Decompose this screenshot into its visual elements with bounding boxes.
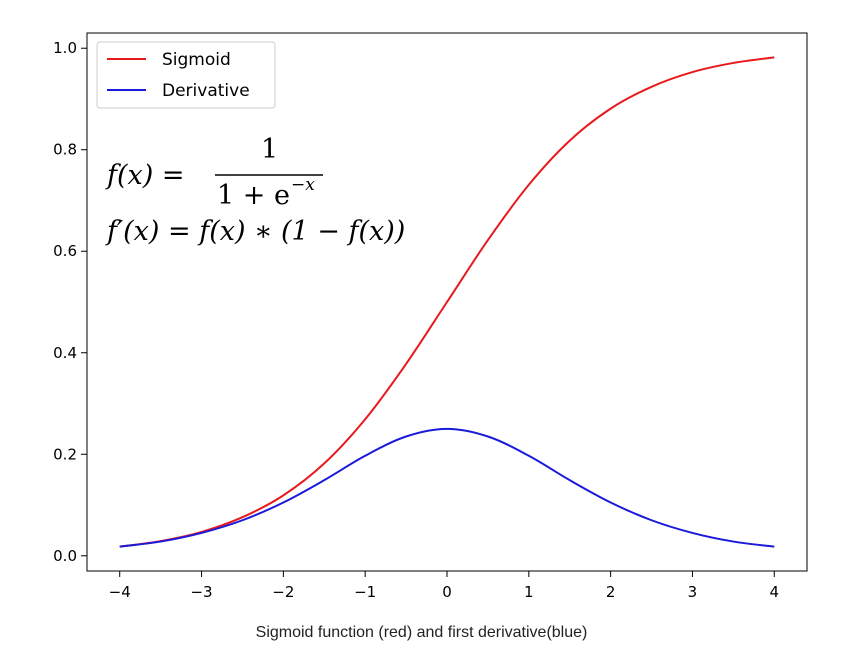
series-line-sigmoid	[119, 56, 775, 548]
series-lines	[119, 56, 775, 548]
x-tick-label: 1	[524, 583, 534, 601]
formula1-exponent: −x	[291, 175, 315, 195]
x-tick-label: 2	[606, 583, 616, 601]
chart: 0.0 0.2 0.4 0.6 0.8 1.0 −4 −3 −2 −1 0 1 2 3 4 f(x) = …	[53, 32, 808, 601]
formula1-denominator: 1 + e	[217, 180, 290, 211]
y-tick-label: 0.6	[53, 242, 77, 260]
y-axis: 0.0 0.2 0.4 0.6 0.8 1.0	[53, 39, 87, 565]
formula-block: f(x) = 1 1 + e −x f′(x) = f(x) ∗ (1 − f(…	[105, 134, 405, 247]
x-axis: −4 −3 −2 −1 0 1 2 3 4	[109, 571, 779, 601]
formula2: f′(x) = f(x) ∗ (1 − f(x))	[105, 216, 405, 247]
legend: Sigmoid Derivative	[96, 41, 276, 109]
x-tick-label: −2	[272, 583, 294, 601]
legend-derivative-label: Derivative	[162, 81, 250, 101]
y-tick-label: 0.4	[53, 344, 77, 362]
series-line-derivative	[119, 427, 775, 548]
y-tick-label: 0.2	[53, 445, 77, 463]
x-tick-label: −1	[354, 583, 376, 601]
x-tick-label: 0	[442, 583, 452, 601]
y-tick-label: 0.8	[53, 141, 77, 159]
formula1-lhs: f(x) =	[105, 160, 185, 191]
x-tick-label: −3	[190, 583, 212, 601]
formula1-numerator: 1	[261, 134, 278, 165]
x-tick-label: 4	[769, 583, 779, 601]
legend-sigmoid-label: Sigmoid	[162, 50, 231, 70]
figure-caption: Sigmoid function (red) and first derivat…	[255, 624, 588, 641]
y-tick-label: 1.0	[53, 39, 77, 57]
x-tick-label: 3	[688, 583, 698, 601]
x-tick-label: −4	[109, 583, 131, 601]
y-tick-label: 0.0	[53, 547, 77, 565]
